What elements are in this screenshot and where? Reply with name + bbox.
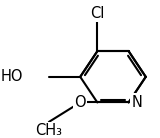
Text: Cl: Cl [90, 6, 104, 21]
Text: O: O [74, 95, 86, 110]
Text: CH₃: CH₃ [35, 123, 62, 138]
Text: N: N [132, 95, 142, 110]
Text: HO: HO [1, 69, 23, 84]
